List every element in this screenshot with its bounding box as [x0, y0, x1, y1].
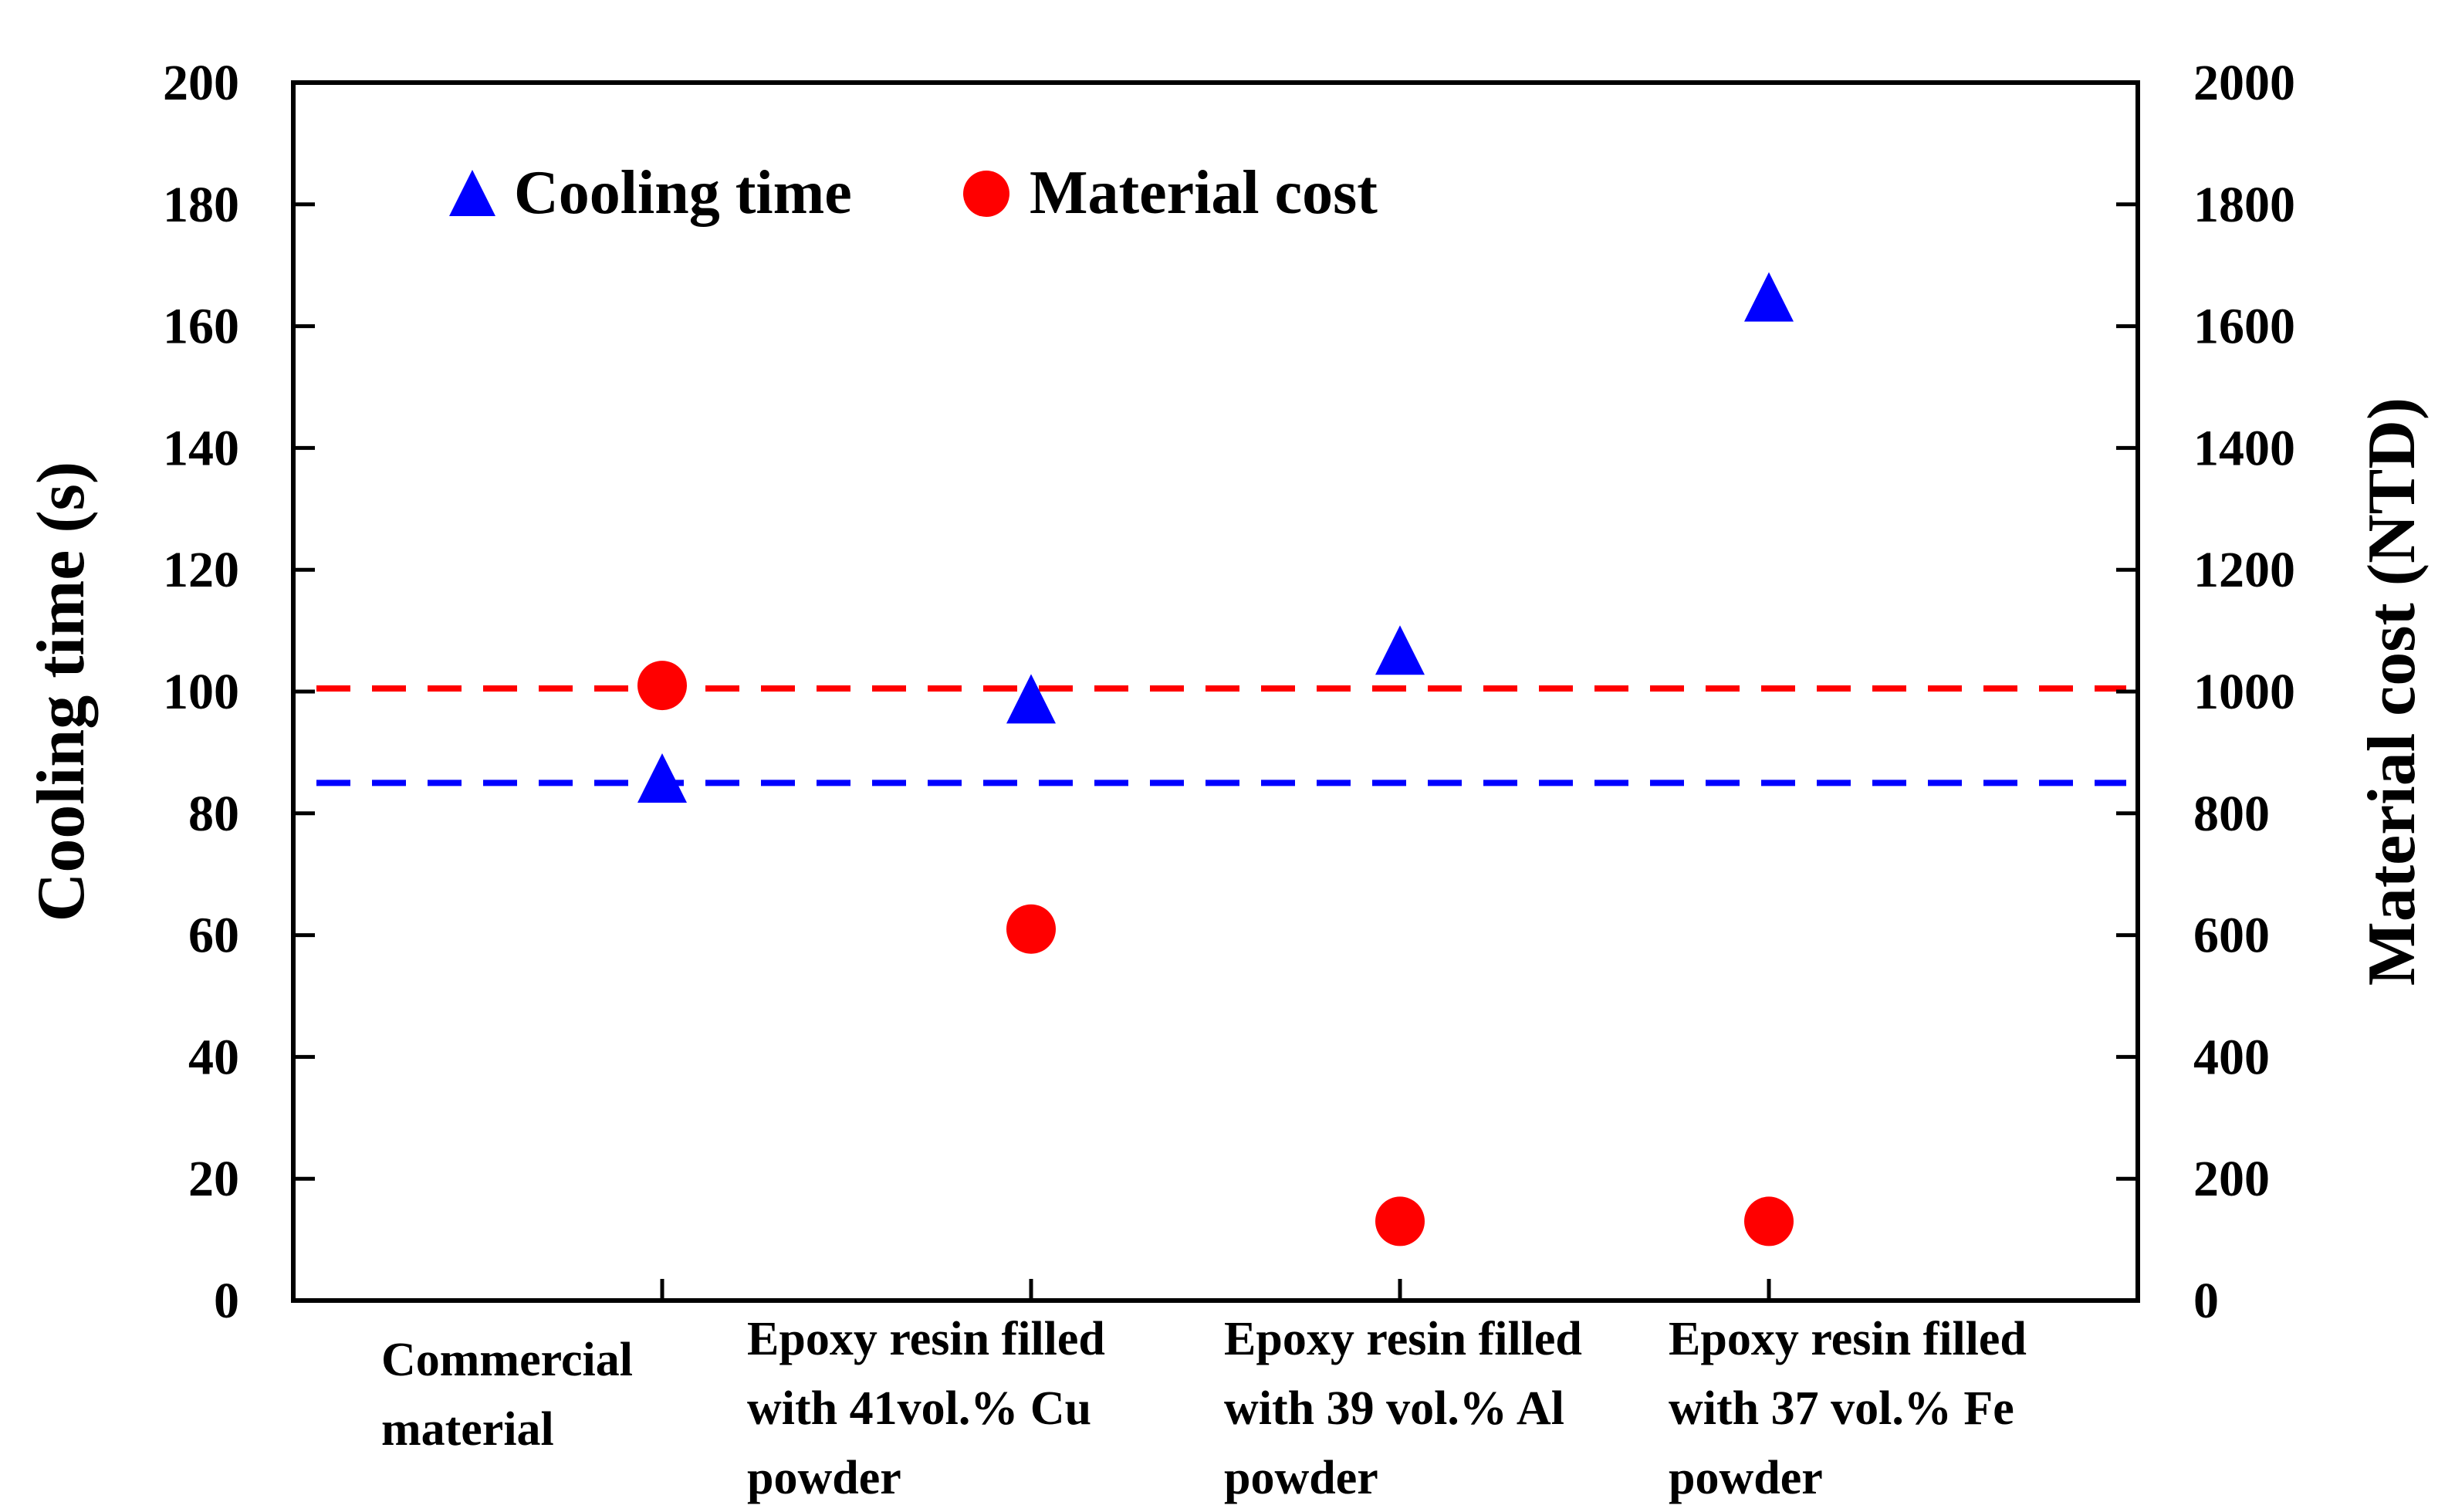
cooling-time-point — [1006, 674, 1056, 724]
right-tick-label: 1800 — [2193, 177, 2295, 233]
legend: Cooling time Material cost — [449, 159, 1378, 227]
reference-lines — [316, 685, 2126, 786]
legend-label-cooling-time: Cooling time — [514, 159, 852, 227]
material-cost-point — [637, 661, 687, 711]
right-tick-label: 2000 — [2193, 55, 2295, 111]
right-tick-label: 400 — [2193, 1029, 2270, 1085]
category-label: Epoxy resin filled with 39 vol.% Al powder — [1224, 1313, 1582, 1504]
axis-ticks: 0204060801001201401601802000200400600800… — [163, 55, 2295, 1329]
category-label: Epoxy resin filled with 37 vol.% Fe powder — [1669, 1313, 2027, 1504]
left-tick-label: 100 — [163, 664, 239, 720]
material-cost-point — [1006, 904, 1056, 954]
cooling-time-point — [637, 753, 687, 803]
left-tick-label: 140 — [163, 420, 239, 476]
legend-triangle-marker — [449, 170, 495, 216]
right-axis-title: Material cost (NTD) — [2355, 397, 2430, 986]
left-tick-label: 180 — [163, 177, 239, 233]
cooling-time-point — [1744, 272, 1794, 322]
right-tick-label: 800 — [2193, 786, 2270, 842]
left-tick-label: 120 — [163, 542, 239, 598]
left-tick-label: 80 — [188, 786, 239, 842]
category-label: Commercial material — [381, 1334, 633, 1456]
legend-label-material-cost: Material cost — [1030, 159, 1378, 227]
right-tick-label: 600 — [2193, 908, 2270, 964]
category-labels: Commercial material Epoxy resin filled with… — [381, 1313, 2027, 1504]
material-cost-point — [1744, 1196, 1794, 1246]
right-tick-label: 1000 — [2193, 664, 2295, 720]
right-tick-label: 200 — [2193, 1151, 2270, 1207]
material-cost-point — [1375, 1196, 1425, 1246]
left-tick-label: 0 — [214, 1273, 239, 1329]
legend-circle-marker — [963, 171, 1009, 217]
category-label: Epoxy resin filled with 41vol.% Cu powder — [747, 1313, 1105, 1504]
right-tick-label: 0 — [2193, 1273, 2219, 1329]
left-axis-title: Cooling time (s) — [24, 462, 99, 922]
right-tick-label: 1600 — [2193, 299, 2295, 355]
left-tick-label: 160 — [163, 299, 239, 355]
cooling-time-point — [1375, 625, 1425, 675]
left-tick-label: 40 — [188, 1029, 239, 1085]
right-tick-label: 1400 — [2193, 420, 2295, 476]
left-tick-label: 200 — [163, 55, 239, 111]
left-tick-label: 20 — [188, 1151, 239, 1207]
right-tick-label: 1200 — [2193, 542, 2295, 598]
left-tick-label: 60 — [188, 908, 239, 964]
data-markers — [637, 272, 1794, 1246]
